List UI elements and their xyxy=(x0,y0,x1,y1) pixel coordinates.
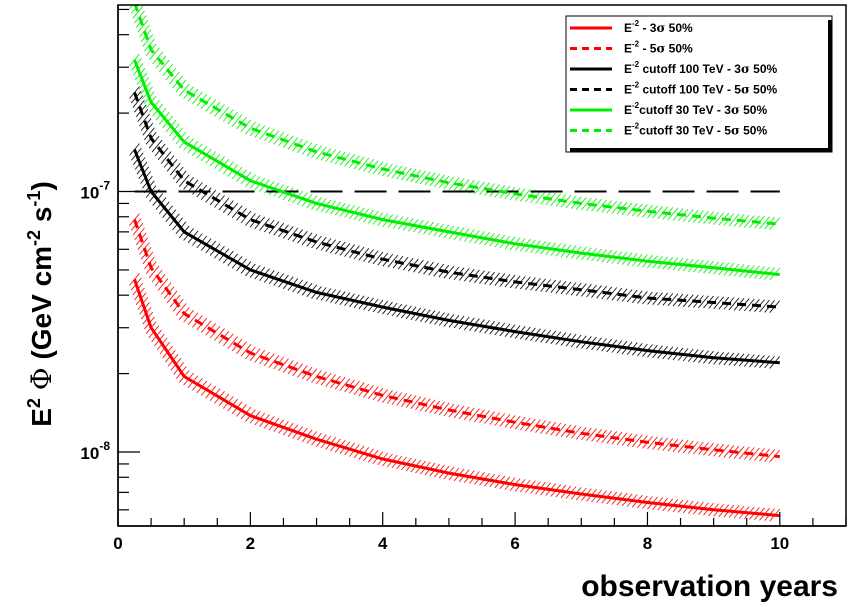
series-line xyxy=(133,219,780,459)
x-tick-label: 8 xyxy=(643,534,652,553)
legend-shadow-right xyxy=(828,20,832,152)
x-tick-label: 10 xyxy=(770,534,789,553)
legend-shadow-bottom xyxy=(570,148,832,152)
x-tick-label: 0 xyxy=(113,534,122,553)
x-axis-title: observation years xyxy=(581,570,838,603)
y-axis-title: E2 Φ (GeV cm-2 s-1) xyxy=(24,181,58,427)
x-tick-label: 4 xyxy=(378,534,388,553)
legend-entry: E-2 cutoff 100 TeV - 5σ 50% xyxy=(624,81,777,97)
legend: E-2 - 3σ 50% E-2 - 5σ 50% E-2 cutoff 100 T… xyxy=(565,15,833,153)
series-line xyxy=(133,59,780,277)
series-line xyxy=(133,91,780,309)
legend-entry: E-2 - 5σ 50% xyxy=(624,40,693,56)
y-ticks: 10-7 10-8 xyxy=(80,8,140,511)
series-line xyxy=(133,148,780,365)
legend-entry: E-2 - 3σ 50% xyxy=(624,19,693,35)
x-tick-label: 6 xyxy=(510,534,519,553)
x-tick-label: 2 xyxy=(246,534,255,553)
legend-entry: E-2 cutoff 100 TeV - 3σ 50% xyxy=(624,60,777,76)
legend-entry: E-2cutoff 30 TeV - 3σ 50% xyxy=(624,101,767,117)
x-ticks: 0 2 4 6 8 10 xyxy=(113,512,847,553)
series-line xyxy=(133,278,780,518)
y-tick-label: 10-7 xyxy=(80,179,110,203)
series-lines xyxy=(133,5,780,518)
series-line xyxy=(133,5,780,226)
legend-entry: E-2cutoff 30 TeV - 5σ 50% xyxy=(624,122,767,138)
y-tick-label: 10-8 xyxy=(80,439,110,463)
